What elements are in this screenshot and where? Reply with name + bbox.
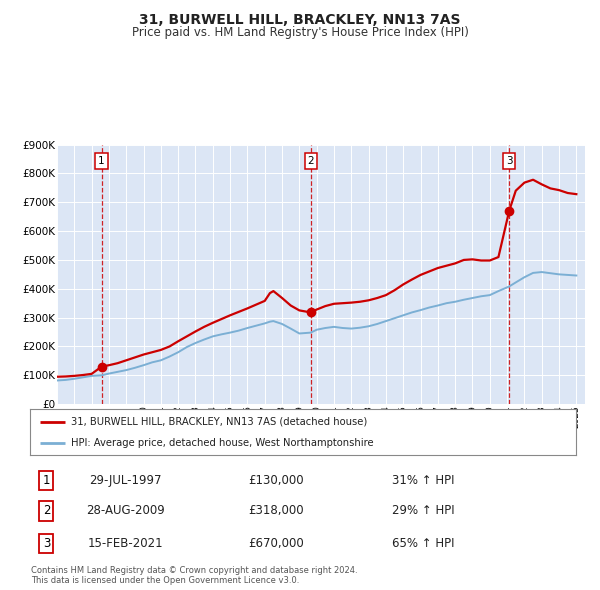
Text: 31, BURWELL HILL, BRACKLEY, NN13 7AS: 31, BURWELL HILL, BRACKLEY, NN13 7AS [139, 13, 461, 27]
Text: Price paid vs. HM Land Registry's House Price Index (HPI): Price paid vs. HM Land Registry's House … [131, 26, 469, 39]
Text: 15-FEB-2021: 15-FEB-2021 [88, 537, 163, 550]
Text: 2: 2 [43, 504, 50, 517]
Text: £670,000: £670,000 [248, 537, 304, 550]
Text: 2: 2 [307, 156, 314, 166]
Text: Contains HM Land Registry data © Crown copyright and database right 2024.: Contains HM Land Registry data © Crown c… [31, 566, 358, 575]
Text: This data is licensed under the Open Government Licence v3.0.: This data is licensed under the Open Gov… [31, 576, 299, 585]
Text: 3: 3 [43, 537, 50, 550]
Text: 29% ↑ HPI: 29% ↑ HPI [392, 504, 454, 517]
Text: £130,000: £130,000 [248, 474, 304, 487]
Text: 1: 1 [98, 156, 105, 166]
Text: 65% ↑ HPI: 65% ↑ HPI [392, 537, 454, 550]
Text: £318,000: £318,000 [248, 504, 304, 517]
Text: 1: 1 [43, 474, 50, 487]
Text: 28-AUG-2009: 28-AUG-2009 [86, 504, 165, 517]
Text: 29-JUL-1997: 29-JUL-1997 [89, 474, 162, 487]
Text: 31% ↑ HPI: 31% ↑ HPI [392, 474, 454, 487]
Text: 31, BURWELL HILL, BRACKLEY, NN13 7AS (detached house): 31, BURWELL HILL, BRACKLEY, NN13 7AS (de… [71, 417, 367, 427]
Text: 3: 3 [506, 156, 512, 166]
Text: HPI: Average price, detached house, West Northamptonshire: HPI: Average price, detached house, West… [71, 438, 374, 448]
